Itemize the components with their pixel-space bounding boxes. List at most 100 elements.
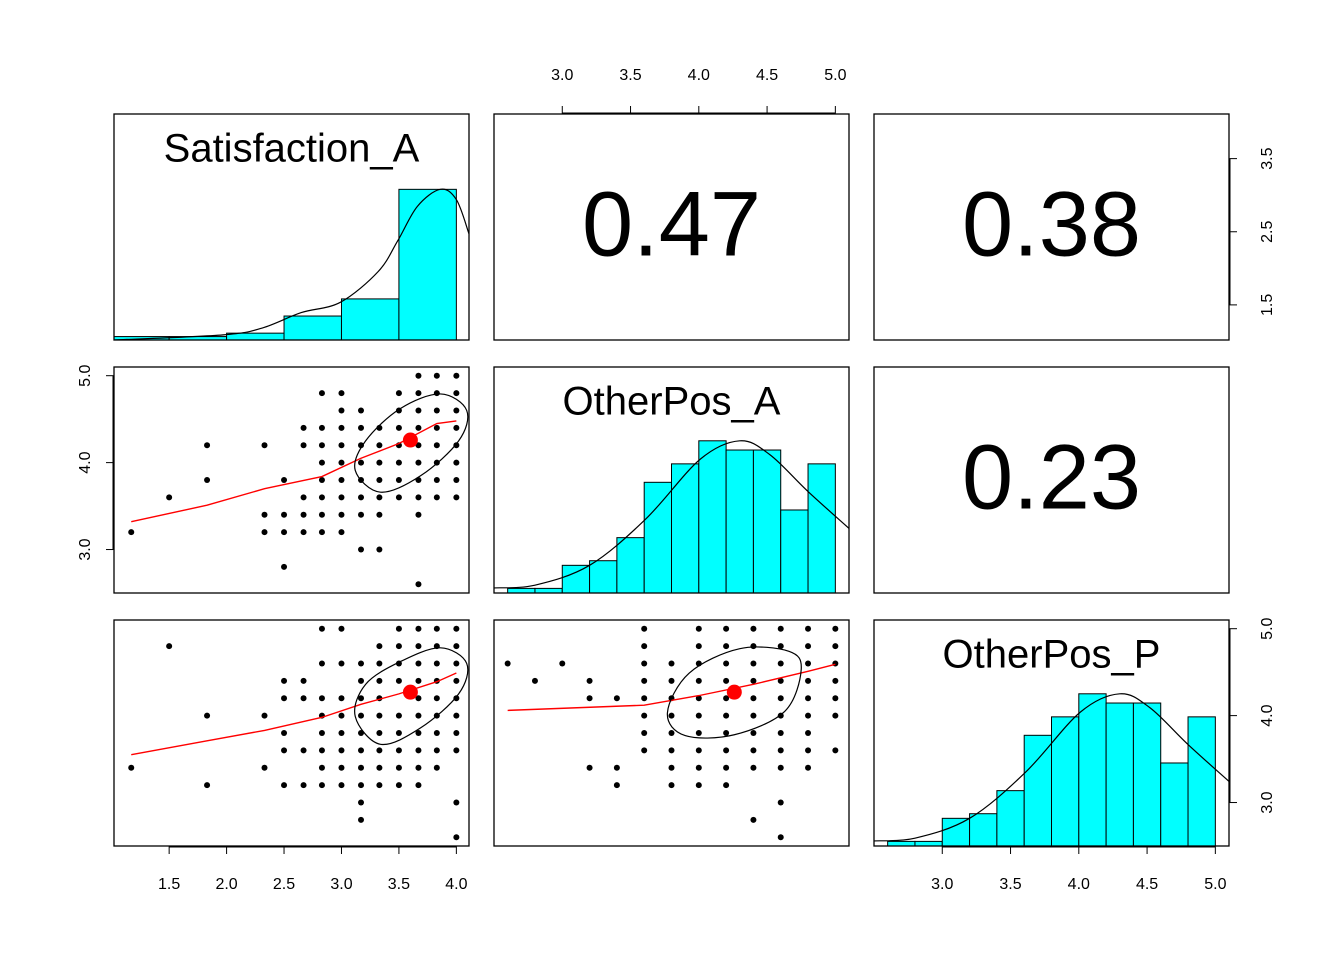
scatter-point — [805, 730, 812, 736]
scatter-point — [832, 625, 839, 632]
scatter-point — [376, 511, 383, 518]
panel-frame — [873, 366, 1230, 594]
scatter-point — [453, 477, 460, 483]
scatter-point — [453, 372, 460, 379]
scatter-point — [453, 459, 460, 466]
scatter-point — [433, 407, 440, 414]
scatter-point — [723, 660, 730, 667]
x-tick-label: 1.5 — [158, 876, 180, 893]
scatter-point — [613, 695, 620, 702]
scatter-point — [415, 677, 422, 684]
y-tick-label: 5.0 — [1259, 617, 1276, 639]
x-tick-label: 2.5 — [273, 876, 295, 893]
scatter-point — [281, 529, 288, 536]
scatter-point — [668, 712, 675, 719]
scatter-point — [300, 511, 307, 518]
scatter-point — [358, 660, 365, 667]
scatter-point — [668, 764, 675, 771]
scatter-point — [338, 477, 345, 483]
scatter-point — [433, 747, 440, 754]
scatter-point — [338, 442, 345, 449]
y-tick-label: 5.0 — [77, 364, 94, 386]
scatter-point — [641, 695, 648, 702]
scatter-point — [261, 764, 268, 771]
panel — [493, 619, 850, 847]
scatter-point — [777, 747, 784, 754]
scatter-point — [166, 643, 173, 650]
smooth-line — [507, 663, 836, 712]
scatter-point — [433, 372, 440, 379]
histogram-bar — [1105, 702, 1134, 846]
panel-frame — [493, 619, 850, 847]
histogram-bar — [752, 449, 782, 593]
scatter-point — [750, 660, 757, 667]
scatter-point — [300, 677, 307, 684]
panel-frame — [873, 113, 1230, 341]
scatter-point — [723, 712, 730, 719]
scatter-point — [338, 625, 345, 632]
scatter-point — [453, 747, 460, 754]
scatter-point — [433, 494, 440, 501]
panel-frame — [493, 113, 850, 341]
scatter-point — [261, 712, 268, 719]
scatter-point — [358, 442, 365, 449]
histogram-bar — [561, 564, 591, 593]
scatter-point — [376, 677, 383, 684]
mean-point — [402, 432, 418, 448]
x-tick-label: 4.0 — [688, 67, 710, 84]
scatter-point — [204, 712, 211, 719]
scatter-point — [338, 459, 345, 466]
panel: Satisfaction_A — [113, 113, 470, 341]
scatter-point — [531, 677, 538, 684]
scatter-point — [358, 424, 365, 431]
scatter-point — [128, 529, 135, 536]
scatter-point — [318, 390, 325, 397]
panel-plot — [494, 440, 849, 593]
x-tick-label: 3.0 — [931, 876, 953, 893]
scatter-point — [376, 660, 383, 667]
scatter-point — [832, 695, 839, 702]
scatter-point — [415, 459, 422, 466]
scatter-point — [777, 695, 784, 702]
scatter-point — [559, 660, 566, 667]
panel-frame — [113, 619, 470, 847]
scatter-point — [376, 782, 383, 789]
panel-frame — [113, 113, 470, 341]
scatter-point — [668, 782, 675, 789]
scatter-point — [318, 477, 325, 483]
variable-name: OtherPos_A — [563, 380, 781, 424]
scatter-point — [300, 494, 307, 501]
scatter-point — [415, 407, 422, 414]
scatter-point — [750, 625, 757, 632]
scatter-point — [750, 764, 757, 771]
scatter-point — [453, 712, 460, 719]
scatter-point — [281, 695, 288, 702]
scatter-point — [641, 660, 648, 667]
histogram-bar — [698, 440, 727, 593]
scatter-point — [300, 424, 307, 431]
y-tick-label: 4.0 — [1259, 704, 1276, 726]
mean-point — [726, 684, 742, 700]
variable-name: Satisfaction_A — [164, 127, 420, 171]
scatter-point — [338, 782, 345, 789]
scatter-point — [586, 764, 593, 771]
scatter-point — [300, 529, 307, 536]
histogram-bar — [507, 587, 536, 593]
scatter-point — [338, 712, 345, 719]
smooth-line — [131, 420, 457, 523]
panel: 0.23 — [873, 366, 1230, 594]
scatter-point — [415, 660, 422, 667]
panel: OtherPos_P — [873, 619, 1230, 847]
scatter-point — [805, 712, 812, 719]
scatter-point — [395, 677, 402, 684]
scatter-point — [415, 494, 422, 501]
scatter-point — [318, 459, 325, 466]
x-tick-label: 4.0 — [445, 876, 467, 893]
scatter-point — [376, 730, 383, 736]
axes: 1.5 2.0 2.5 3.0 3.5 4.0 1.5 2.5 3.5 3.0 3.5 4.0 4.5 5… — [77, 67, 1276, 893]
scatter-point — [300, 695, 307, 702]
scatter-point — [376, 494, 383, 501]
scatter-point — [453, 677, 460, 684]
scatter-point — [453, 442, 460, 449]
scatter-point — [415, 643, 422, 650]
